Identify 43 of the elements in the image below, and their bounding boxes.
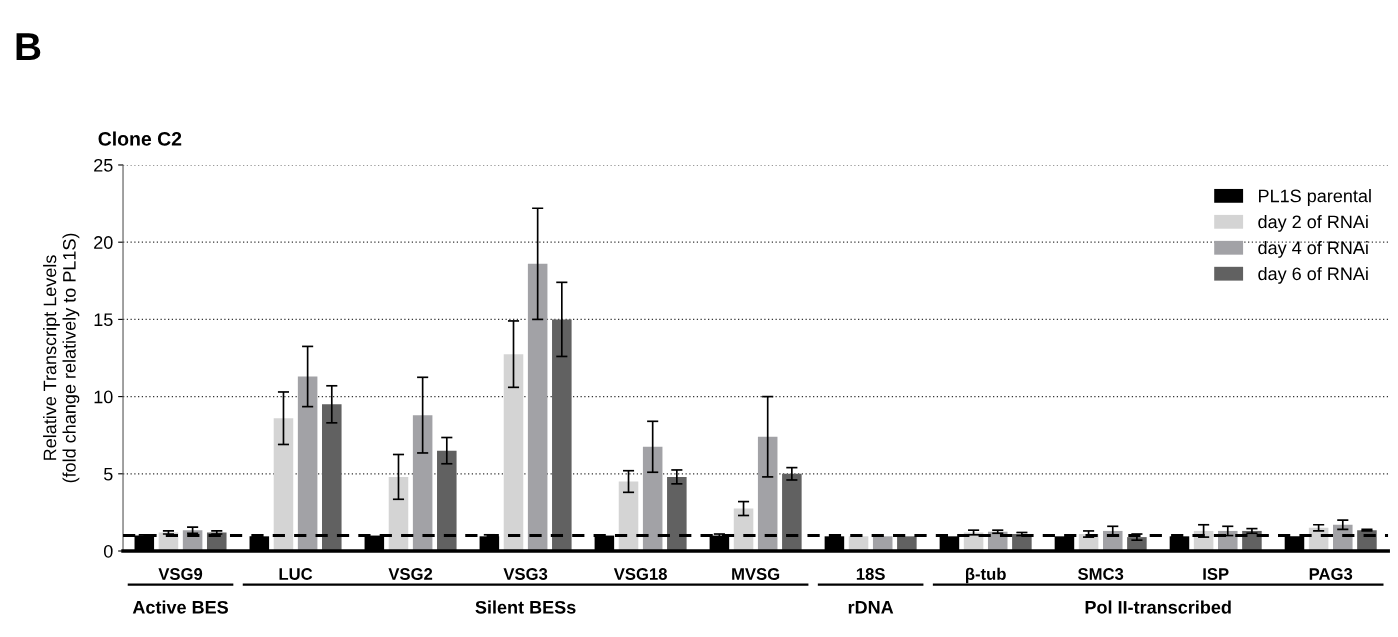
y-tick-label: 25 [94, 158, 113, 172]
x-tick-label: SMC3 [1078, 568, 1124, 580]
y-tick-label: 5 [103, 467, 113, 481]
x-tick-label: VSG3 [503, 568, 548, 580]
x-tick-label: LUC [279, 568, 313, 580]
y-tick-label: 0 [103, 544, 113, 558]
bar [412, 415, 433, 551]
x-tick-label: 18S [856, 568, 885, 580]
y-tick-label: 20 [94, 236, 113, 249]
y-axis-title: Relative Transcript Levels (fold change relatively to PL1S) [43, 233, 80, 483]
x-tick-label: ISP [1203, 568, 1229, 580]
x-tick-label: MVSG [732, 568, 780, 580]
bar [757, 436, 778, 551]
text: Active BES [132, 600, 228, 614]
bar [297, 376, 318, 551]
legend-label: PL1S parental [1259, 189, 1371, 206]
bar [642, 446, 663, 551]
bar [322, 404, 342, 551]
text: Pol II-transcribed [1085, 600, 1231, 614]
x-tick-label: VSG9 [158, 568, 203, 580]
chart-title: Clone C2 [98, 131, 182, 146]
bar [527, 263, 548, 551]
bar [667, 476, 687, 551]
y-tick-label: 15 [94, 313, 113, 327]
legend-label: day 2 of RNAi [1258, 215, 1368, 232]
bar [388, 476, 409, 551]
bar [782, 473, 802, 551]
x-tick-label: β-tub [965, 567, 1006, 584]
text: Silent BESs [475, 600, 576, 614]
bar [273, 418, 294, 551]
bar [733, 508, 754, 551]
x-tick-label: VSG18 [613, 568, 667, 580]
text: B [16, 33, 41, 61]
bar [618, 481, 639, 551]
bar [503, 354, 524, 551]
y-tick-label: 10 [94, 390, 113, 404]
x-tick-label: PAG3 [1309, 568, 1353, 580]
legend-label: day 6 of RNAi [1258, 266, 1368, 284]
x-tick-label: VSG2 [388, 568, 433, 580]
bar [437, 450, 457, 551]
bar [552, 319, 572, 551]
legend-label: day 4 of RNAi [1258, 240, 1368, 258]
text: rDNA [848, 601, 894, 614]
